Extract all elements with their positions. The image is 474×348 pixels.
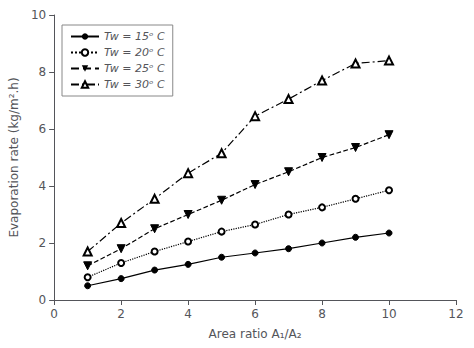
svg-text:12: 12 bbox=[448, 307, 463, 321]
svg-text:10: 10 bbox=[381, 307, 396, 321]
svg-text:8: 8 bbox=[318, 307, 326, 321]
svg-text:Tw = 25ᵒ C: Tw = 25ᵒ C bbox=[104, 62, 165, 75]
svg-text:2: 2 bbox=[117, 307, 125, 321]
svg-text:0: 0 bbox=[39, 293, 47, 307]
svg-text:0: 0 bbox=[50, 307, 58, 321]
svg-text:4: 4 bbox=[39, 179, 47, 193]
svg-text:Tw = 15ᵒ C: Tw = 15ᵒ C bbox=[104, 30, 165, 43]
svg-text:6: 6 bbox=[39, 122, 47, 136]
svg-text:2: 2 bbox=[39, 236, 47, 250]
svg-text:Tw = 20ᵒ C: Tw = 20ᵒ C bbox=[104, 46, 165, 59]
svg-text:Tw = 30ᵒ C: Tw = 30ᵒ C bbox=[104, 78, 165, 91]
svg-text:Evaporation rate (kg/m².h): Evaporation rate (kg/m².h) bbox=[7, 77, 21, 237]
svg-text:8: 8 bbox=[39, 65, 47, 79]
svg-text:6: 6 bbox=[251, 307, 259, 321]
svg-text:4: 4 bbox=[184, 307, 192, 321]
svg-text:10: 10 bbox=[31, 8, 46, 22]
svg-text:Area ratio A₁/A₂: Area ratio A₁/A₂ bbox=[209, 327, 302, 341]
